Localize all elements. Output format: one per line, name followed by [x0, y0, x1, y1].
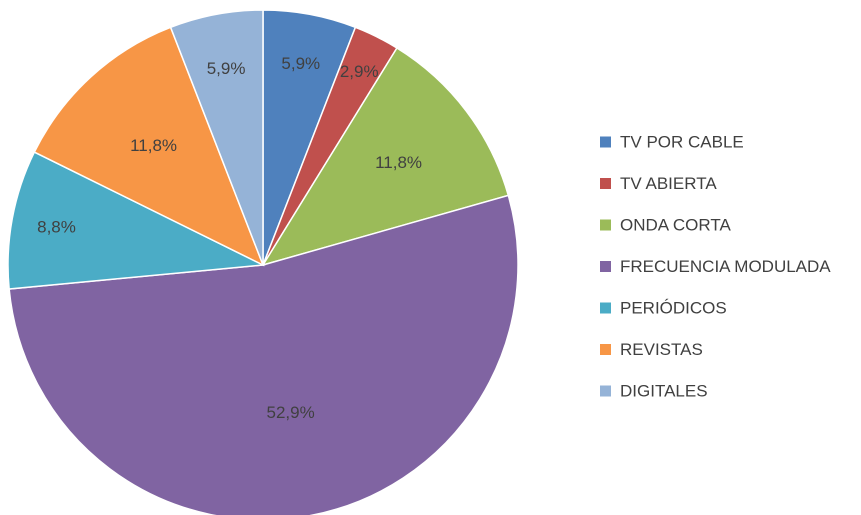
pie-slice-digitales [169, 9, 264, 266]
pie-value-label-frecuencia-modulada: 52,9% [266, 403, 314, 422]
legend: TV POR CABLE TV ABIERTA ONDA CORTA FRECUENC… [600, 133, 831, 401]
legend-label-revistas: REVISTAS [620, 340, 703, 359]
legend-item-frecuencia-modulada: FRECUENCIA MODULADA [600, 257, 831, 276]
legend-swatch-revistas [600, 344, 611, 355]
legend-label-tv-abierta: TV ABIERTA [620, 174, 717, 193]
legend-item-onda-corta: ONDA CORTA [600, 216, 731, 235]
pie-value-label-periodicos: 8,8% [37, 217, 76, 236]
legend-swatch-frecuencia-modulada [600, 261, 611, 272]
pie-slice-periodicos [7, 151, 266, 290]
pie-slices [7, 9, 519, 515]
legend-swatch-tv-abierta [600, 178, 611, 189]
legend-label-periodicos: PERIÓDICOS [620, 299, 727, 318]
pie-value-label-tv-por-cable: 5,9% [281, 54, 320, 73]
pie-slice-revistas [33, 26, 265, 267]
pie-value-labels: 5,9% 2,9% 11,8% 52,9% 8,8% 11,8% 5,9% [37, 54, 422, 422]
legend-item-revistas: REVISTAS [600, 340, 703, 359]
legend-label-frecuencia-modulada: FRECUENCIA MODULADA [620, 257, 831, 276]
legend-label-onda-corta: ONDA CORTA [620, 216, 731, 235]
pie-value-label-digitales: 5,9% [207, 59, 246, 78]
legend-label-digitales: DIGITALES [620, 382, 708, 401]
pie-slice-frecuencia-modulada [8, 194, 519, 515]
pie-value-label-tv-abierta: 2,9% [340, 62, 379, 81]
legend-swatch-onda-corta [600, 219, 611, 231]
pie-slice-onda-corta [261, 46, 510, 267]
legend-swatch-periodicos [600, 302, 611, 314]
legend-label-tv-por-cable: TV POR CABLE [620, 133, 744, 152]
pie-value-label-revistas: 11,8% [130, 136, 177, 155]
pie-value-label-onda-corta: 11,8% [375, 153, 422, 172]
legend-item-tv-por-cable: TV POR CABLE [600, 133, 744, 152]
legend-swatch-tv-por-cable [600, 136, 611, 148]
legend-swatch-digitales [600, 385, 611, 397]
legend-item-periodicos: PERIÓDICOS [600, 299, 727, 318]
legend-item-tv-abierta: TV ABIERTA [600, 174, 717, 193]
legend-item-digitales: DIGITALES [600, 382, 708, 401]
